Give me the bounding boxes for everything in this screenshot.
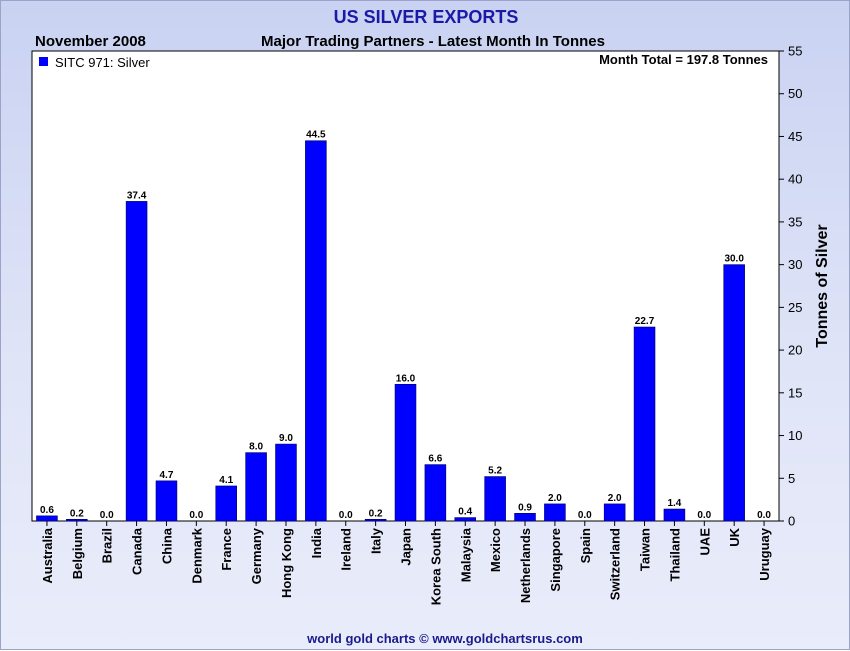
- x-tick-label: Mexico: [488, 528, 503, 572]
- bar: [514, 513, 536, 522]
- x-tick-label: Spain: [578, 528, 593, 563]
- bar: [394, 383, 417, 522]
- bar-value-label: 2.0: [548, 493, 562, 504]
- bar: [36, 515, 58, 522]
- y-tick-label: 35: [788, 214, 802, 229]
- footer-credit: world gold charts © www.goldchartsrus.co…: [306, 631, 583, 646]
- y-tick-label: 55: [788, 44, 802, 59]
- bar-value-label: 5.2: [488, 466, 502, 477]
- bar-value-label: 0.0: [339, 510, 353, 521]
- x-tick-label: France: [219, 528, 234, 571]
- y-tick-label: 40: [788, 172, 802, 187]
- bar: [723, 264, 745, 522]
- x-tick-label: Singapore: [548, 528, 563, 592]
- bar-value-label: 16.0: [396, 373, 416, 384]
- bar-value-label: 4.1: [219, 475, 233, 486]
- chart-title: US SILVER EXPORTS: [334, 7, 519, 27]
- y-axis-label: Tonnes of Silver: [814, 224, 831, 347]
- y-tick-label: 10: [788, 428, 802, 443]
- bar-value-label: 8.0: [249, 442, 263, 453]
- x-tick-label: Malaysia: [458, 527, 473, 582]
- bar: [544, 503, 566, 522]
- bar-value-label: 0.0: [578, 510, 592, 521]
- x-tick-label: Korea South: [428, 528, 443, 605]
- bar-value-label: 44.5: [306, 130, 326, 141]
- bars-layer: 0.6 0.2 0.0 37.4 4.7 0.0 4.1 8.0 9.0 44.5 0.0 0.2 16…: [36, 130, 771, 522]
- bar: [364, 518, 387, 522]
- legend-swatch: [39, 57, 48, 66]
- x-tick-label: UK: [727, 527, 742, 546]
- x-tick-label: Uruguay: [757, 527, 772, 581]
- x-tick-label: Switzerland: [608, 528, 623, 600]
- bar-value-label: 0.2: [369, 508, 383, 519]
- bar-value-label: 0.0: [100, 510, 114, 521]
- bar-value-label: 30.0: [724, 254, 744, 265]
- x-tick-label: Denmark: [189, 527, 204, 583]
- bar: [633, 326, 656, 522]
- x-axis: Australia Belgium Brazil Canada China Denmark…: [40, 521, 772, 605]
- bar: [484, 476, 506, 522]
- bar: [663, 508, 686, 522]
- x-tick-label: Ireland: [339, 528, 354, 571]
- bar: [305, 140, 327, 522]
- x-tick-label: Taiwan: [638, 528, 653, 571]
- x-tick-label: Hong Kong: [279, 528, 294, 598]
- y-tick-label: 20: [788, 343, 802, 358]
- x-tick-label: Belgium: [70, 528, 85, 579]
- bar-value-label: 0.4: [458, 507, 472, 518]
- x-tick-label: Australia: [40, 527, 55, 583]
- bar: [424, 464, 447, 522]
- x-tick-label: Canada: [130, 527, 145, 575]
- x-tick-label: China: [159, 527, 174, 564]
- bar-value-label: 0.0: [697, 510, 711, 521]
- bar-value-label: 0.6: [40, 505, 54, 516]
- x-tick-label: Germany: [249, 527, 264, 584]
- legend-label: SITC 971: Silver: [55, 55, 150, 70]
- x-tick-label: Italy: [369, 527, 384, 554]
- x-tick-label: Japan: [399, 528, 414, 566]
- x-tick-label: India: [309, 527, 324, 558]
- y-axis: 0 5 10 15 20 25 30 35 40 45 50 55: [779, 44, 802, 529]
- bar-value-label: 4.7: [160, 470, 174, 481]
- y-tick-label: 45: [788, 129, 802, 144]
- y-tick-label: 15: [788, 385, 802, 400]
- chart-subtitle: Major Trading Partners - Latest Month In…: [261, 33, 605, 50]
- x-tick-label: Brazil: [100, 528, 115, 563]
- month-total-annotation: Month Total = 197.8 Tonnes: [599, 52, 768, 67]
- x-tick-label: Thailand: [667, 528, 682, 582]
- bar-value-label: 0.9: [518, 502, 532, 513]
- bar: [275, 443, 297, 522]
- bar-value-label: 0.2: [70, 508, 84, 519]
- bar-value-label: 0.0: [757, 510, 771, 521]
- bar-value-label: 0.0: [189, 510, 203, 521]
- bar: [155, 480, 178, 522]
- x-tick-label: UAE: [697, 528, 712, 556]
- chart-period: November 2008: [35, 33, 146, 50]
- bar: [454, 517, 477, 522]
- bar-value-label: 6.6: [428, 454, 442, 465]
- bar: [603, 503, 626, 522]
- bar: [215, 485, 237, 522]
- y-tick-label: 30: [788, 257, 802, 272]
- x-tick-label: Netherlands: [518, 528, 533, 603]
- bar: [125, 201, 148, 522]
- bar-value-label: 37.4: [127, 190, 147, 201]
- bar-value-label: 22.7: [635, 316, 655, 327]
- bar: [245, 452, 267, 522]
- bar: [66, 518, 88, 522]
- y-tick-label: 5: [788, 471, 795, 486]
- y-tick-label: 0: [788, 514, 795, 529]
- y-tick-label: 25: [788, 300, 802, 315]
- bar-value-label: 9.0: [279, 433, 293, 444]
- y-tick-label: 50: [788, 86, 802, 101]
- bar-value-label: 2.0: [608, 493, 622, 504]
- legend: SITC 971: Silver: [39, 55, 150, 70]
- bar-value-label: 1.4: [667, 498, 681, 509]
